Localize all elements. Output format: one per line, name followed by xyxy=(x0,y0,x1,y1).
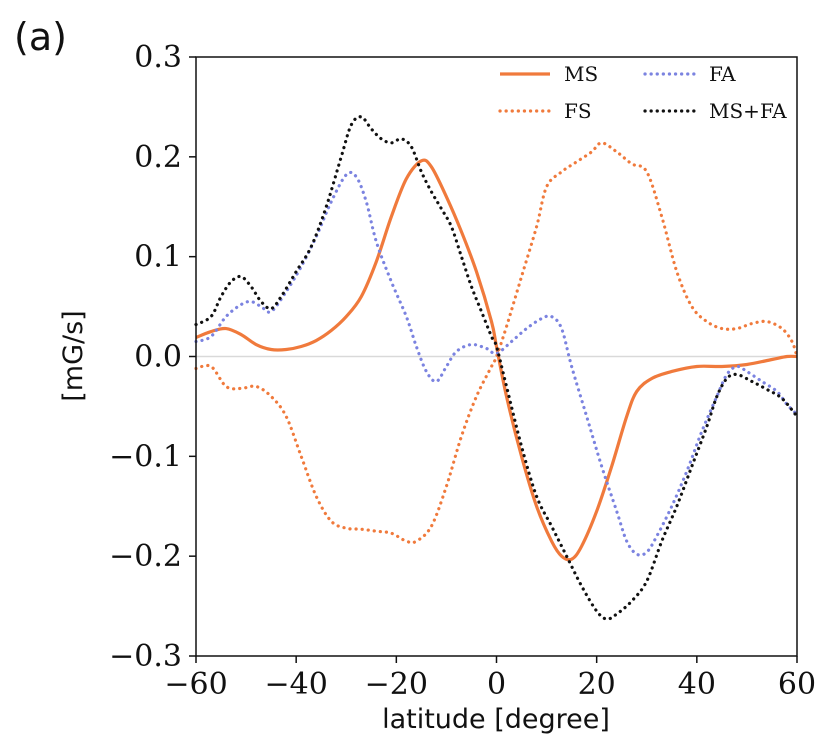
series-line-ms xyxy=(195,158,798,562)
series-layer xyxy=(194,115,799,621)
legend-label: FS xyxy=(564,99,592,123)
x-tick-label: −60 xyxy=(164,667,227,702)
y-axis-label: [mG/s] xyxy=(58,310,89,401)
x-tick-label: 20 xyxy=(578,667,616,702)
series-line-fa xyxy=(194,170,799,557)
plot-area xyxy=(194,56,799,657)
y-tick-label: −0.2 xyxy=(109,539,182,574)
x-tick-label: −40 xyxy=(265,667,328,702)
y-tick-label: 0.0 xyxy=(134,340,182,375)
y-tick-label: 0.1 xyxy=(134,240,182,275)
legend-label: MS xyxy=(564,62,598,86)
legend: MS FS FA MS+FA xyxy=(498,62,787,123)
x-axis-ticks: −60 −40 −20 0 20 40 60 xyxy=(164,656,816,702)
y-axis-ticks: 0.3 0.2 0.1 0.0 −0.1 −0.2 −0.3 xyxy=(109,40,196,674)
x-tick-label: 0 xyxy=(487,667,506,702)
x-tick-label: 60 xyxy=(778,667,816,702)
series-line-fs xyxy=(194,141,799,545)
series-line-ms-fa xyxy=(194,115,799,621)
y-tick-label: 0.3 xyxy=(134,40,182,75)
legend-label: MS+FA xyxy=(709,99,787,123)
y-tick-label: 0.2 xyxy=(134,140,182,175)
panel-label: (a) xyxy=(14,15,67,59)
x-axis-label: latitude [degree] xyxy=(382,704,610,735)
y-tick-label: −0.1 xyxy=(109,439,182,474)
y-tick-label: −0.3 xyxy=(109,639,182,674)
x-tick-label: 40 xyxy=(678,667,716,702)
legend-label: FA xyxy=(709,62,736,86)
x-tick-label: −20 xyxy=(365,667,428,702)
